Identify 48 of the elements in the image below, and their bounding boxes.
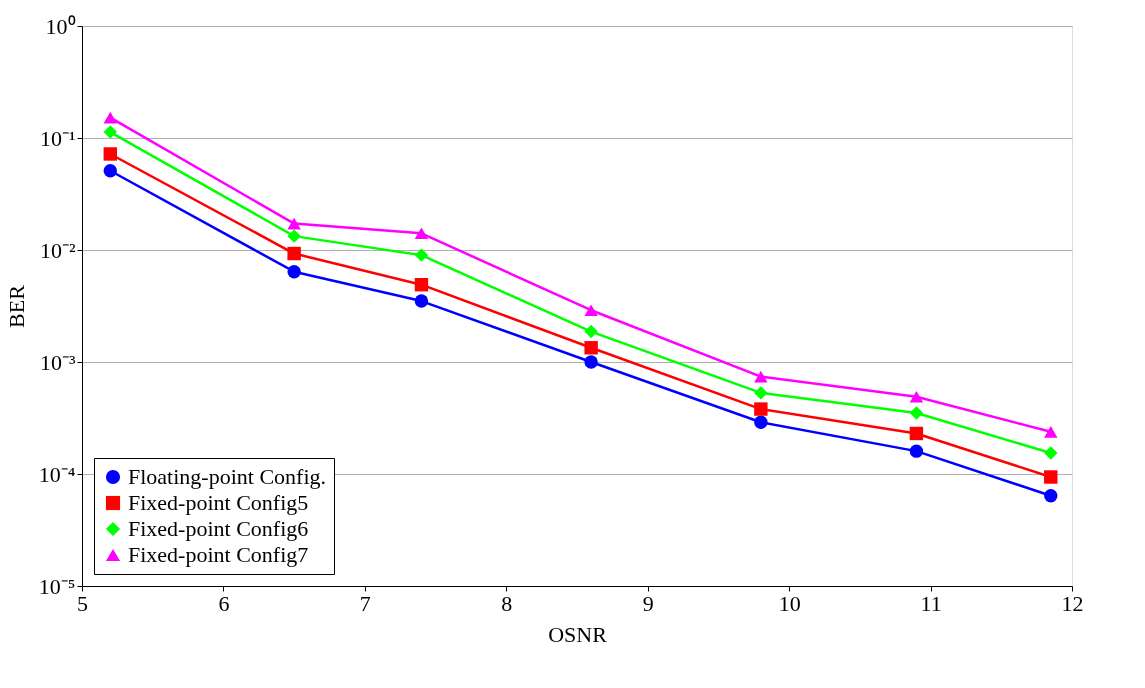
point: [103, 111, 117, 124]
y-tick-label: 10⁻²: [39, 237, 76, 263]
point: [103, 164, 117, 178]
x-tick-label: 12: [1061, 590, 1084, 616]
legend-label: Fixed-point Config6: [128, 516, 309, 541]
point: [414, 294, 429, 308]
point: [909, 444, 924, 458]
point: [414, 277, 429, 292]
y-axis-title: BER: [3, 284, 29, 328]
y-tick-label: 10⁻⁵: [38, 573, 76, 599]
point: [414, 248, 429, 262]
x-tick-label: 7: [359, 590, 371, 616]
point: [287, 246, 301, 261]
point: [909, 390, 924, 403]
point: [1044, 426, 1058, 438]
point: [909, 426, 924, 441]
point: [103, 125, 117, 139]
x-tick-label: 5: [77, 590, 88, 616]
point: [1044, 470, 1058, 484]
point: [584, 355, 598, 369]
point: [584, 341, 598, 355]
point: [754, 402, 768, 416]
y-tick-label: 10⁻¹: [39, 125, 76, 151]
y-tick-label: 10⁻⁴: [38, 461, 76, 487]
x-tick-label: 11: [920, 590, 942, 616]
point: [754, 386, 768, 400]
x-tick-label: 8: [501, 590, 513, 616]
point: [584, 324, 598, 339]
x-tick-label: 10: [778, 590, 801, 616]
legend-label: Fixed-point Config7: [128, 542, 309, 567]
point: [414, 227, 429, 240]
point: [1044, 489, 1058, 503]
point: [1044, 446, 1058, 460]
x-tick-label: 6: [218, 590, 230, 616]
legend-label: Fixed-point Config5: [128, 490, 309, 515]
point: [287, 229, 301, 243]
point: [584, 304, 598, 317]
point: [103, 147, 117, 161]
x-tick-label: 9: [642, 590, 654, 616]
point: [754, 415, 768, 429]
y-tick-label: 10⁻³: [39, 349, 76, 375]
y-tick-label: 10⁰: [45, 13, 76, 39]
legend-label: Floating-point Config.: [128, 464, 326, 489]
point: [287, 265, 301, 279]
point: [287, 217, 301, 230]
point: [754, 370, 768, 383]
point: [909, 406, 924, 420]
x-axis-title: OSNR: [548, 621, 608, 647]
